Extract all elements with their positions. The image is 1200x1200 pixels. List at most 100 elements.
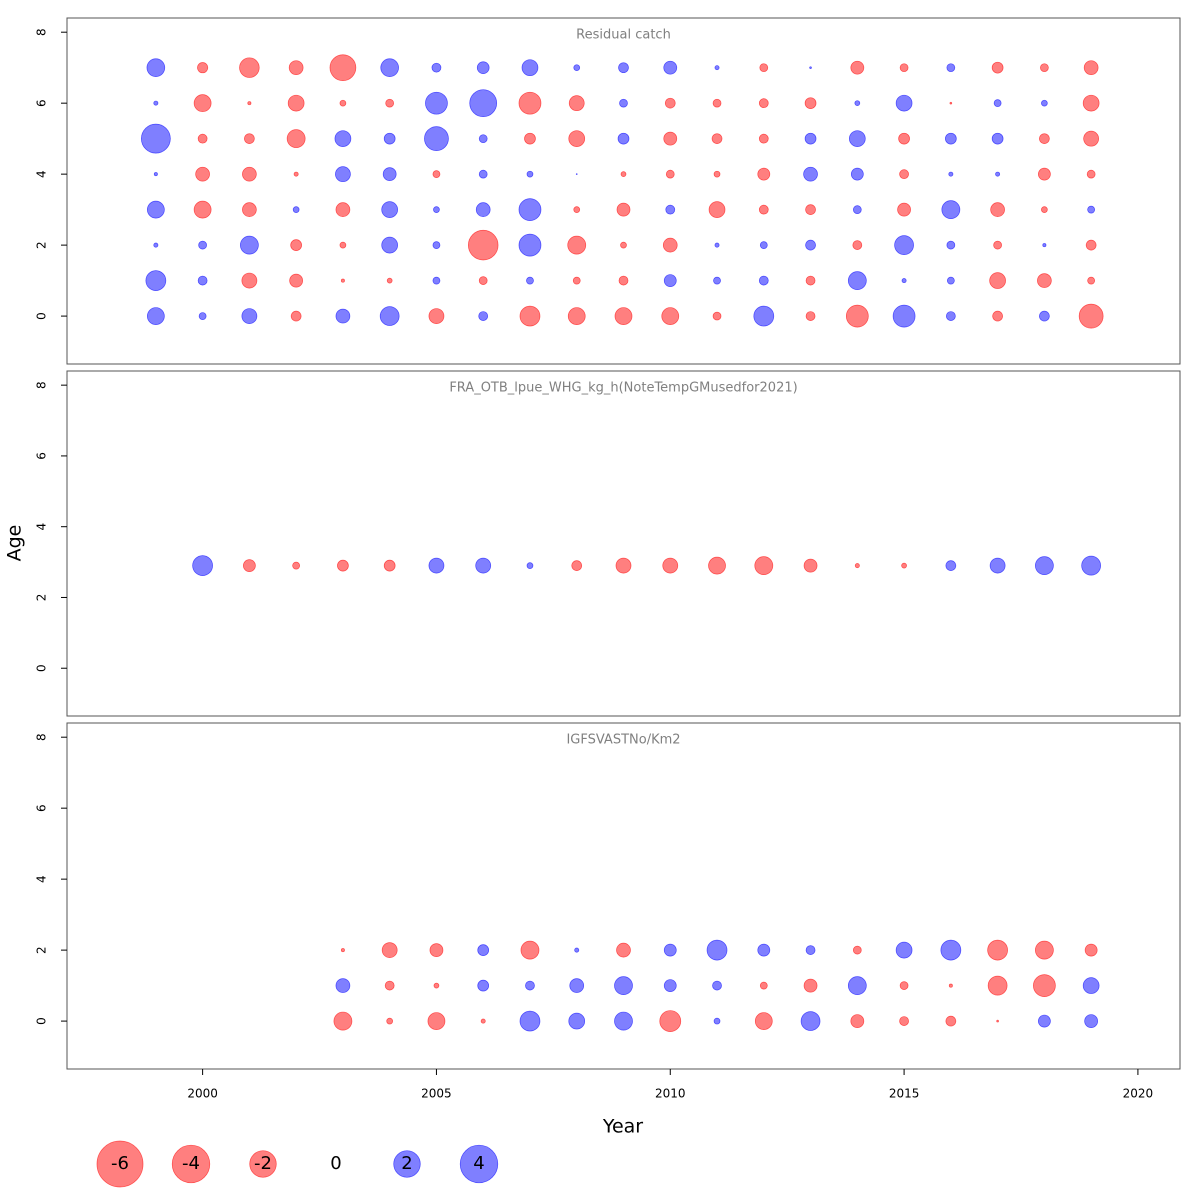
x-tick-label: 2010: [655, 1087, 686, 1101]
bubble: [805, 204, 816, 215]
bubble: [1041, 206, 1048, 213]
bubble: [574, 947, 580, 953]
bubble: [995, 171, 1001, 177]
y-tick-label: 0: [35, 664, 49, 672]
bubble: [850, 60, 865, 75]
bubble: [339, 241, 347, 249]
bubble: [524, 132, 536, 145]
bubble: [525, 980, 535, 991]
legend-label: -6: [111, 1153, 129, 1174]
panel-title: FRA_OTB_lpue_WHG_kg_h(NoteTempGMusedfor2…: [449, 381, 797, 396]
bubble: [478, 134, 488, 143]
y-tick-label: 6: [35, 804, 49, 812]
bubble: [892, 304, 916, 328]
bubble: [380, 58, 399, 77]
bubble: [153, 100, 159, 106]
bubble: [239, 57, 260, 78]
bubble: [1042, 243, 1047, 248]
bubble: [619, 98, 628, 108]
bubble: [940, 939, 962, 961]
bubble: [620, 241, 627, 249]
bubble: [567, 307, 586, 325]
bubble: [340, 948, 345, 953]
bubble: [899, 1016, 909, 1026]
bubble: [429, 943, 444, 957]
bubble: [614, 1011, 633, 1031]
bubble: [989, 272, 1006, 289]
bubble: [286, 129, 306, 149]
bubble: [145, 270, 167, 291]
bubble: [1083, 60, 1099, 76]
bubble: [385, 98, 395, 108]
bubble: [1037, 273, 1052, 288]
bubble: [758, 204, 769, 215]
bubble: [1082, 977, 1100, 994]
bubble: [758, 275, 769, 286]
bubble: [293, 171, 299, 177]
bubble: [290, 239, 302, 251]
bubble: [616, 942, 631, 958]
bubble: [335, 166, 351, 183]
bubble: [198, 312, 207, 320]
bubble: [803, 166, 818, 182]
bubble: [803, 978, 818, 993]
bubble: [661, 307, 680, 325]
y-tick-label: 6: [35, 452, 49, 460]
bubble: [241, 308, 258, 324]
bubble: [381, 236, 399, 254]
bubble: [713, 170, 721, 178]
bubble: [1038, 167, 1051, 181]
bubble: [987, 939, 1008, 961]
bubble: [663, 131, 678, 146]
bubble: [1082, 94, 1100, 112]
bubble: [192, 555, 213, 576]
bubble: [804, 97, 817, 110]
bubble: [615, 557, 632, 574]
bubble: [518, 91, 542, 115]
y-tick-label: 0: [35, 1017, 49, 1025]
bubble: [803, 558, 818, 573]
bubble: [665, 169, 675, 179]
bubble: [427, 1012, 446, 1030]
bubble: [424, 126, 449, 152]
bubble: [946, 240, 956, 250]
bubble: [526, 562, 534, 569]
legend-bubble: [249, 1150, 277, 1178]
bubble: [753, 305, 775, 327]
bubble: [805, 275, 816, 286]
bubble: [993, 240, 1002, 250]
bubble: [987, 975, 1008, 996]
bubble: [240, 235, 259, 255]
bubble: [520, 940, 540, 960]
legend-label: -2: [254, 1153, 272, 1174]
bubble: [329, 54, 357, 81]
bubble: [662, 557, 679, 574]
bubble: [289, 273, 304, 288]
bubble: [379, 306, 400, 326]
bubble: [428, 557, 445, 574]
bubble: [850, 1014, 865, 1028]
bubble: [198, 240, 207, 250]
bubble: [991, 132, 1004, 145]
bubble: [425, 91, 448, 115]
bubble: [708, 201, 726, 218]
bubble: [1078, 303, 1104, 329]
bubble: [197, 275, 208, 286]
bubble: [1084, 1014, 1099, 1028]
y-tick-label: 6: [35, 99, 49, 107]
bubble: [852, 945, 862, 955]
bubble: [287, 94, 305, 112]
y-axis-label: Age: [4, 525, 26, 562]
bubble: [477, 979, 490, 992]
bubble: [758, 98, 769, 109]
legend-label: 0: [330, 1153, 341, 1174]
bubble: [526, 170, 534, 178]
bubble: [1087, 205, 1096, 214]
bubble: [854, 100, 861, 107]
bubble: [431, 62, 442, 73]
bubble: [713, 1017, 721, 1025]
legend-bubble: [171, 1144, 211, 1184]
bubble: [805, 945, 816, 955]
bubble: [714, 242, 720, 248]
y-tick-label: 0: [35, 312, 49, 320]
